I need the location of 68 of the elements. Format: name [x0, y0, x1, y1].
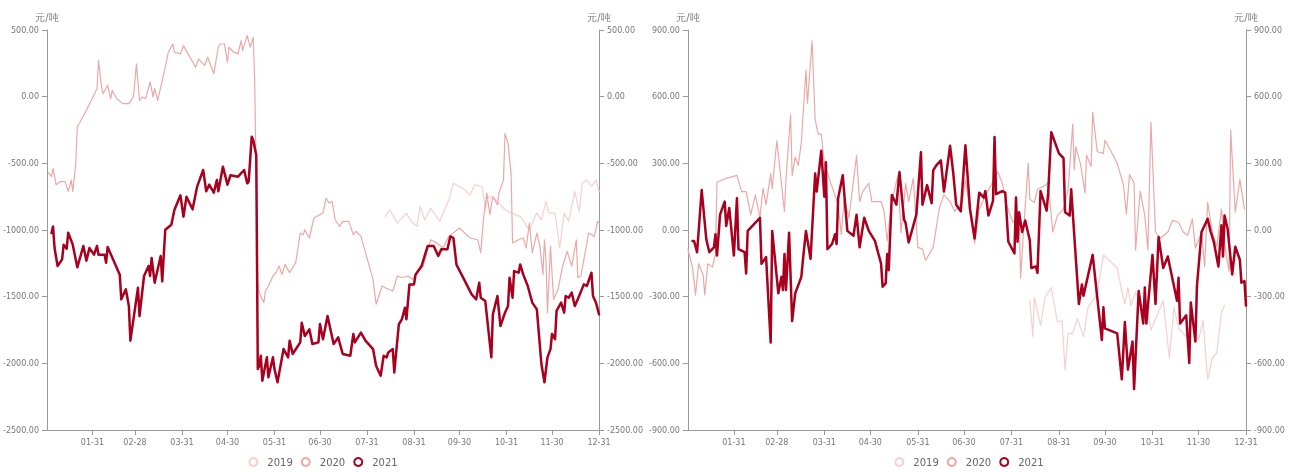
y2-tick-label: -1500.00 [607, 292, 643, 302]
legend-label: 2019 [913, 456, 939, 468]
y2-tick-label: -300.00 [1254, 292, 1285, 302]
line-series [50, 135, 601, 384]
y2-tick-label: -1000.00 [607, 225, 643, 235]
x-tick-label: 03-31 [812, 437, 836, 447]
y-tick-label: 900.00 [651, 25, 680, 35]
x-tick-label: 06-30 [952, 437, 976, 447]
legend-label: 2020 [319, 456, 346, 468]
x-tick-label: 08-31 [1047, 437, 1071, 447]
y2-tick-label: 0.00 [607, 92, 625, 102]
y-tick-label: -2000.00 [3, 358, 39, 368]
y-tick-label: 0.00 [21, 92, 39, 102]
y2-tick-label: 0.00 [1254, 225, 1272, 235]
y2-axis-title: 元/吨 [1234, 11, 1258, 23]
legend-label: 2021 [1018, 456, 1044, 468]
y2-tick-label: -900.00 [1254, 425, 1285, 435]
x-tick-label: 02-28 [123, 437, 147, 447]
y2-axis-title: 元/吨 [587, 11, 611, 23]
x-tick-label: 08-31 [402, 437, 426, 447]
x-tick-label: 07-31 [355, 437, 379, 447]
line-series [47, 35, 600, 314]
x-tick-label: 04-30 [858, 437, 882, 447]
x-tick-label: 11-30 [540, 437, 564, 447]
x-tick-label: 07-31 [999, 437, 1024, 447]
line-series [384, 179, 600, 249]
y-tick-label: -600.00 [648, 358, 680, 368]
y-tick-label: -300.00 [648, 292, 680, 302]
legend-label: 2020 [965, 456, 992, 468]
x-tick-label: 05-31 [262, 437, 287, 447]
y-tick-label: -900.00 [648, 425, 680, 435]
legend-label: 2021 [372, 456, 398, 468]
y-tick-label: 0.00 [662, 225, 680, 235]
y2-tick-label: 300.00 [1254, 158, 1282, 168]
y2-tick-label: -2500.00 [607, 425, 643, 435]
x-tick-label: 11-30 [1186, 437, 1211, 447]
y2-tick-label: -600.00 [1254, 358, 1285, 368]
y-tick-label: -1000.00 [3, 225, 39, 235]
x-tick-label: 02-28 [765, 437, 789, 447]
x-tick-label: 10-31 [494, 437, 519, 447]
y2-tick-label: 500.00 [607, 25, 636, 35]
y-tick-label: 600.00 [651, 92, 680, 102]
x-tick-label: 01-31 [722, 437, 746, 447]
y-axis-title: 元/吨 [35, 11, 59, 23]
legend-label: 2019 [267, 456, 293, 468]
line-series [1029, 254, 1226, 380]
x-tick-label: 04-30 [215, 437, 240, 447]
x-tick-label: 09-30 [1093, 437, 1117, 447]
y-tick-label: -2500.00 [3, 425, 39, 435]
x-tick-label: 03-31 [170, 437, 194, 447]
x-tick-label: 12-31 [587, 437, 611, 447]
x-tick-label: 09-30 [447, 437, 472, 447]
y-tick-label: 500.00 [10, 25, 39, 35]
y2-tick-label: 600.00 [1254, 92, 1282, 102]
y2-tick-label: -500.00 [607, 158, 638, 168]
x-tick-label: 01-31 [80, 437, 105, 447]
y-tick-label: -1500.00 [3, 292, 39, 302]
y-tick-label: 300.00 [651, 158, 680, 168]
y2-tick-label: -2000.00 [607, 358, 643, 368]
x-tick-label: 12-31 [1234, 437, 1258, 447]
y2-tick-label: 900.00 [1254, 25, 1282, 35]
x-tick-label: 05-31 [906, 437, 930, 447]
y-axis-title: 元/吨 [676, 11, 700, 23]
line-series [691, 130, 1248, 391]
line-series [687, 40, 1246, 296]
x-tick-label: 06-30 [308, 437, 332, 447]
y-tick-label: -500.00 [8, 158, 39, 168]
x-tick-label: 10-31 [1140, 437, 1165, 447]
